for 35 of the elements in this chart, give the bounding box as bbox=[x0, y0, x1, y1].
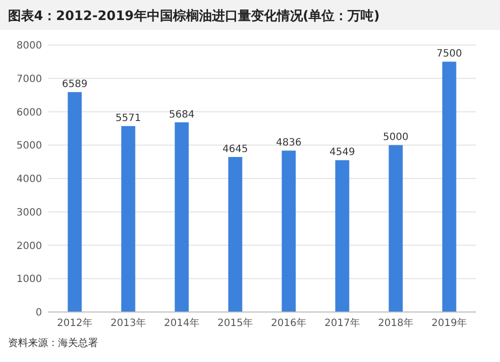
data-label: 4645 bbox=[222, 144, 248, 155]
x-tick-label: 2014年 bbox=[164, 317, 200, 329]
y-tick-label: 2000 bbox=[16, 240, 42, 252]
y-tick-label: 6000 bbox=[16, 107, 42, 118]
x-tick-label: 2013年 bbox=[110, 317, 146, 329]
data-label: 6589 bbox=[62, 79, 88, 90]
x-tick-label: 2017年 bbox=[324, 317, 360, 329]
bar bbox=[228, 156, 242, 312]
x-tick-label: 2012年 bbox=[57, 317, 92, 329]
data-label: 5000 bbox=[383, 132, 408, 144]
y-tick-label: 0 bbox=[36, 308, 42, 318]
data-label: 4549 bbox=[330, 147, 355, 158]
data-label: 4836 bbox=[276, 138, 302, 149]
bar bbox=[335, 160, 350, 312]
y-tick-label: 1000 bbox=[16, 274, 42, 286]
x-tick-label: 2018年 bbox=[378, 317, 414, 329]
x-tick-label: 2015年 bbox=[218, 317, 253, 329]
y-tick-label: 3000 bbox=[16, 207, 42, 218]
x-tick-label: 2016年 bbox=[271, 317, 306, 329]
y-tick-label: 5000 bbox=[16, 140, 42, 152]
data-label: 5684 bbox=[169, 109, 194, 120]
bar bbox=[388, 145, 403, 312]
bar bbox=[282, 150, 296, 312]
bar bbox=[174, 122, 189, 312]
y-tick-label: 8000 bbox=[16, 40, 42, 52]
x-tick-label: 2019年 bbox=[432, 317, 467, 329]
bar bbox=[68, 92, 82, 312]
chart-title: 图表4：2012-2019年中国棕榈油进口量变化情况(单位：万吨) bbox=[8, 8, 380, 24]
bar bbox=[121, 126, 136, 312]
y-tick-label: 4000 bbox=[16, 174, 42, 185]
y-tick-label: 7000 bbox=[16, 74, 42, 85]
data-label: 5571 bbox=[116, 113, 141, 124]
data-label: 7500 bbox=[436, 48, 462, 60]
text: 资料来源：海关总署 bbox=[8, 337, 98, 349]
bar bbox=[442, 62, 456, 312]
